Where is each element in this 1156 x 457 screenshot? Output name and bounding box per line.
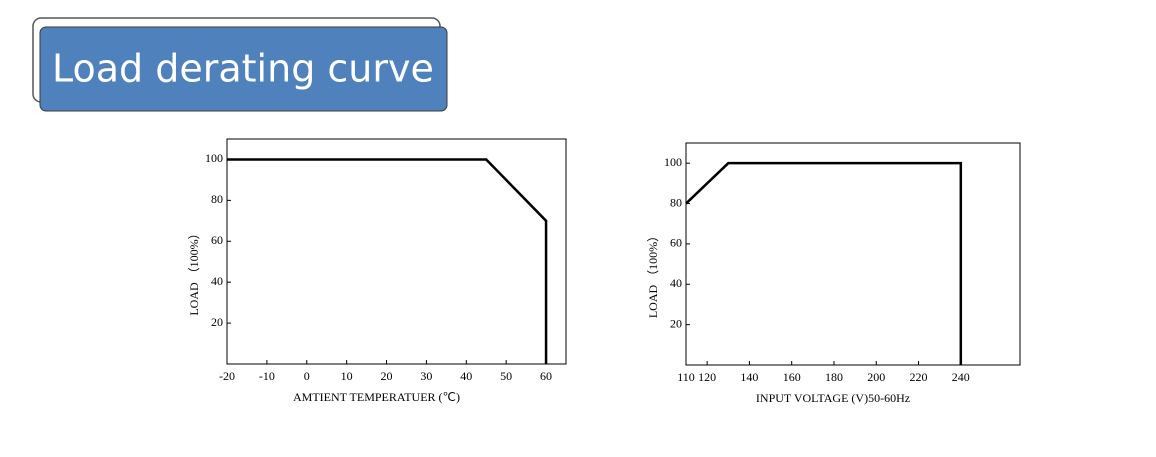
x-tick-label: 50 [500, 369, 512, 383]
x-axis-label: AMTIENT TEMPERATUER (℃) [293, 390, 460, 404]
x-tick-label: -10 [259, 369, 275, 383]
curve [227, 158, 548, 364]
x-tick-label: 220 [910, 370, 928, 384]
x-tick-label: 140 [740, 370, 758, 384]
y-tick-label: 80 [211, 192, 223, 206]
x-tick-label: 60 [540, 369, 552, 383]
curve [685, 161, 963, 365]
x-tick-label: -20 [219, 369, 235, 383]
x-tick-label: 240 [952, 370, 970, 384]
y-tick-label: 20 [211, 315, 223, 329]
y-axis-label: LOAD （100%） [646, 230, 660, 318]
y-tick-label: 40 [670, 276, 682, 290]
title: Load derating curve [52, 47, 434, 91]
x-tick-label: 10 [341, 369, 353, 383]
plot-frame [226, 138, 567, 365]
x-tick-label: 180 [825, 370, 843, 384]
y-axis-label: LOAD （100%） [187, 227, 201, 315]
x-tick-label: 110 [677, 370, 695, 384]
x-tick-label: 0 [304, 369, 310, 383]
y-tick-label: 100 [205, 151, 223, 165]
x-tick-label: 40 [460, 369, 472, 383]
y-tick-label: 100 [664, 155, 682, 169]
x-tick-label: 200 [867, 370, 885, 384]
y-tick-label: 20 [670, 316, 682, 330]
y-tick-label: 60 [670, 236, 682, 250]
y-tick-label: 40 [211, 274, 223, 288]
x-axis-label: INPUT VOLTAGE (V)50-60Hz [756, 391, 910, 405]
y-tick-label: 60 [211, 233, 223, 247]
x-tick-label: 30 [420, 369, 432, 383]
x-tick-label: 20 [381, 369, 393, 383]
x-tick-label: 120 [698, 370, 716, 384]
y-tick-label: 80 [670, 195, 682, 209]
x-tick-label: 160 [783, 370, 801, 384]
title-box [39, 26, 448, 112]
plot-frame [685, 142, 1021, 366]
